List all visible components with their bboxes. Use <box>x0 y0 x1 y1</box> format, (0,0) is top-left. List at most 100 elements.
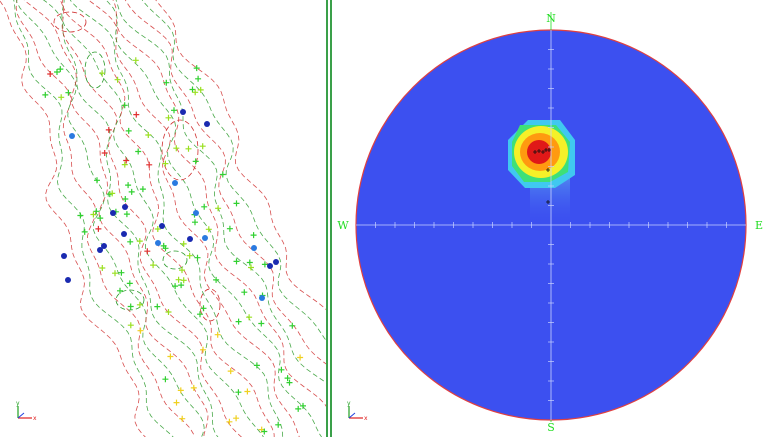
sample-cross <box>136 238 143 245</box>
stereonet-plot[interactable]: N S W E x y <box>332 0 768 437</box>
sample-cross <box>248 264 254 271</box>
contour-loop <box>53 11 87 33</box>
stereonet-viewport[interactable]: N S W E x y <box>332 0 768 437</box>
sample-circle-marker <box>193 210 199 216</box>
sample-cross <box>189 86 196 93</box>
sample-cross <box>246 314 253 321</box>
sample-cross <box>227 368 234 375</box>
sample-cross <box>300 402 306 409</box>
sample-circle-marker <box>101 243 107 249</box>
sample-cross <box>58 94 65 101</box>
sample-cross <box>213 276 220 283</box>
sample-cross <box>226 225 233 232</box>
sample-cross <box>244 388 251 395</box>
sample-cross <box>162 160 169 167</box>
sample-circle-marker <box>267 263 273 269</box>
contour-line <box>155 0 326 311</box>
contour-line <box>42 0 219 437</box>
map-viewport[interactable]: x y <box>0 0 326 437</box>
x-axis-label: x <box>364 415 368 422</box>
sample-cross <box>146 161 153 168</box>
y-axis-label: y <box>16 400 20 407</box>
sample-cross <box>150 262 157 269</box>
sample-cross <box>200 305 207 312</box>
sample-cross <box>214 331 221 338</box>
sample-cross <box>81 228 88 235</box>
contour-line <box>141 0 326 341</box>
sample-cross <box>192 89 199 96</box>
sample-cross <box>297 354 304 361</box>
sample-cross <box>95 225 102 232</box>
sample-cross <box>105 126 112 133</box>
sample-cross <box>193 65 200 72</box>
sample-cross <box>162 245 169 252</box>
sample-circle-marker <box>65 277 71 283</box>
compass-south-label: S <box>547 421 555 434</box>
sample-cross <box>171 107 177 114</box>
sample-cross <box>215 205 222 212</box>
contour-loop <box>84 51 106 89</box>
sample-cross <box>121 102 128 109</box>
sample-cross <box>173 399 180 406</box>
contour-loop <box>162 250 188 270</box>
sample-cross <box>101 150 108 156</box>
sample-cross <box>199 143 206 150</box>
sample-cross <box>205 226 212 233</box>
sample-cross <box>258 320 265 327</box>
pane-splitter[interactable] <box>326 0 332 437</box>
sample-cross <box>109 190 116 197</box>
sample-cross <box>197 311 203 318</box>
sample-cross <box>275 421 282 428</box>
sample-cross <box>219 171 226 178</box>
sample-cross <box>165 309 172 315</box>
sample-cross <box>136 301 143 308</box>
sample-cross <box>197 86 204 93</box>
sample-cross <box>127 238 134 245</box>
contour-line <box>16 0 205 437</box>
compass-west-label: W <box>337 219 349 232</box>
sample-cross <box>57 66 64 73</box>
splitter-line <box>326 0 328 437</box>
sample-cross <box>278 366 285 373</box>
sample-circle-marker <box>172 180 178 186</box>
sample-cross <box>165 114 172 121</box>
contour-line <box>23 0 209 437</box>
axis-triad-left: x y <box>16 400 37 422</box>
sample-cross <box>112 270 118 277</box>
sample-cross <box>190 384 197 391</box>
sample-cross <box>233 200 240 207</box>
sample-cross <box>172 283 179 290</box>
sample-circle-marker <box>159 223 165 229</box>
contour-line <box>69 0 284 437</box>
sample-cross <box>192 158 199 165</box>
contour-line <box>13 0 174 437</box>
sample-cross <box>192 219 198 226</box>
sample-cross <box>179 415 186 422</box>
axis-triad-right: x y <box>347 400 368 422</box>
sample-cross <box>128 188 135 195</box>
pole-marker <box>546 200 550 204</box>
sample-cross <box>54 69 60 75</box>
sample-cross <box>77 212 84 219</box>
sample-cross <box>173 145 180 152</box>
sample-cross <box>289 322 296 329</box>
sample-circle-marker <box>273 259 279 265</box>
sample-cross <box>284 375 291 382</box>
sample-cross <box>175 276 182 283</box>
sample-circle-marker <box>155 240 161 246</box>
contour-line <box>105 0 323 437</box>
contour-map[interactable]: x y <box>0 0 326 437</box>
sample-cross <box>261 261 268 268</box>
sample-cross <box>233 415 240 422</box>
sample-cross <box>250 232 257 239</box>
splitter-line <box>330 0 332 437</box>
compass-east-label: E <box>755 219 763 232</box>
sample-cross <box>125 182 132 189</box>
contour-line <box>112 0 326 407</box>
sample-cross <box>246 259 253 266</box>
sample-cross <box>139 186 146 193</box>
sample-cross <box>233 258 240 265</box>
sample-cross <box>200 346 206 353</box>
sample-circle-marker <box>202 235 208 241</box>
sample-cross <box>145 132 152 138</box>
